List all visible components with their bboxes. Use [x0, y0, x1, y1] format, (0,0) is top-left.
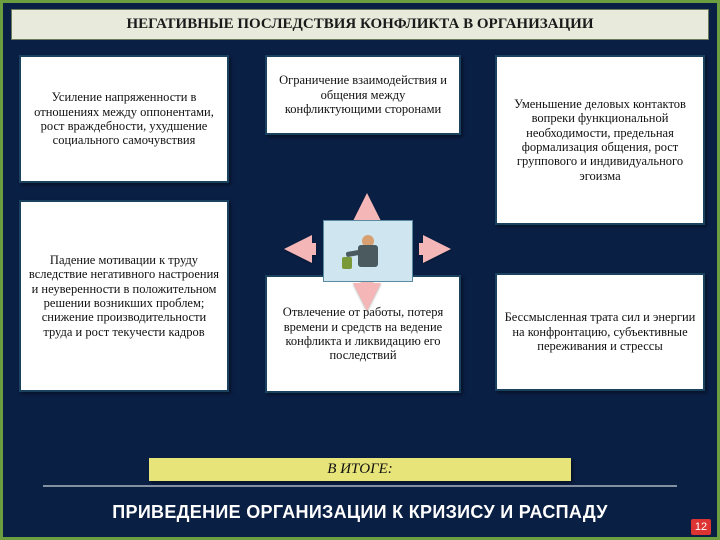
- box-contacts-decrease: Уменьшение деловых контактов вопреки фун…: [495, 55, 705, 225]
- result-label: В ИТОГЕ:: [149, 458, 571, 481]
- diagram-grid: Усиление напряженности в отношениях межд…: [13, 55, 707, 457]
- box-motivation-drop: Падение мотивации к труду вследствие нег…: [19, 200, 229, 392]
- person-icon: [350, 235, 386, 279]
- slide-frame: НЕГАТИВНЫЕ ПОСЛЕДСТВИЯ КОНФЛИКТА В ОРГАН…: [0, 0, 720, 540]
- arrow-right-icon: [423, 235, 451, 263]
- slide-title: НЕГАТИВНЫЕ ПОСЛЕДСТВИЯ КОНФЛИКТА В ОРГАН…: [11, 9, 709, 40]
- slide-number-badge: 12: [691, 519, 711, 535]
- arrow-up-icon: [353, 193, 381, 221]
- box-waste-energy: Бессмысленная трата сил и энергии на кон…: [495, 273, 705, 391]
- box-limitation: Ограничение взаимодействия и общения меж…: [265, 55, 461, 135]
- divider-line: [43, 485, 677, 487]
- final-conclusion: ПРИВЕДЕНИЕ ОРГАНИЗАЦИИ К КРИЗИСУ И РАСПА…: [3, 502, 717, 523]
- box-tension: Усиление напряженности в отношениях межд…: [19, 55, 229, 183]
- center-illustration: [323, 220, 413, 282]
- arrow-down-icon: [353, 283, 381, 311]
- arrow-left-icon: [284, 235, 312, 263]
